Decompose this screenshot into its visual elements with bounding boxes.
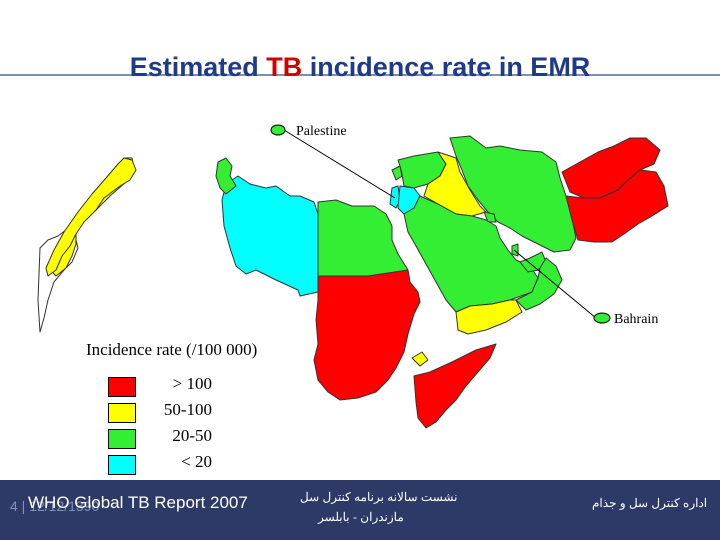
region-kuwait[interactable] bbox=[483, 211, 497, 223]
emr-map: Palestine Bahrain bbox=[37, 124, 669, 429]
region-oman[interactable] bbox=[515, 257, 563, 311]
slide-number-date: 4 | 12/12/1390 bbox=[10, 498, 100, 514]
region-libya[interactable] bbox=[221, 175, 319, 297]
slide-title: Estimated TB incidence rate in EMR bbox=[0, 52, 720, 83]
title-rule bbox=[0, 74, 720, 76]
footer-source: WHO Global TB Report 2007 bbox=[28, 493, 248, 512]
region-pakistan[interactable] bbox=[565, 169, 669, 243]
bahrain-marker bbox=[593, 312, 611, 324]
palestine-label: Palestine bbox=[296, 124, 347, 139]
region-djibouti[interactable] bbox=[411, 351, 429, 367]
legend-label: < 20 bbox=[181, 452, 212, 471]
region-yemen[interactable] bbox=[455, 299, 523, 335]
region-sudan[interactable] bbox=[313, 269, 421, 401]
legend-label: > 100 bbox=[172, 374, 212, 393]
footer-event-location: مازندران - بابلسر bbox=[318, 510, 404, 524]
footer-bar: 4 | 12/12/1390 WHO Global TB Report 2007… bbox=[0, 480, 720, 540]
region-qatar[interactable] bbox=[511, 243, 519, 257]
palestine-marker bbox=[270, 124, 286, 136]
callout-line-bahrain bbox=[513, 249, 597, 319]
title-text-end: incidence rate in EMR bbox=[302, 52, 591, 82]
region-iran[interactable] bbox=[449, 135, 577, 253]
legend-label: 20-50 bbox=[172, 426, 212, 445]
region-saudi-arabia[interactable] bbox=[403, 195, 539, 313]
region-somalia[interactable] bbox=[413, 343, 497, 429]
callout-line-palestine bbox=[283, 129, 396, 199]
title-highlight: TB bbox=[266, 52, 303, 82]
legend-swatch bbox=[108, 455, 136, 475]
region-tunisia[interactable] bbox=[215, 157, 237, 195]
legend-title: Incidence rate (/100 000) bbox=[86, 340, 258, 359]
footer-event-title: نشست سالانه برنامه کنترل سل bbox=[300, 490, 458, 504]
legend-swatch bbox=[108, 377, 136, 397]
region-egypt[interactable] bbox=[317, 199, 409, 277]
footer-organization: اداره کنترل سل و جذام bbox=[592, 496, 708, 510]
bahrain-label: Bahrain bbox=[614, 312, 658, 327]
legend-swatch bbox=[108, 429, 136, 449]
legend-label: 50-100 bbox=[163, 400, 212, 419]
legend-swatch bbox=[108, 403, 136, 423]
region-morocco-north[interactable] bbox=[45, 157, 137, 277]
title-text: Estimated bbox=[129, 52, 267, 82]
